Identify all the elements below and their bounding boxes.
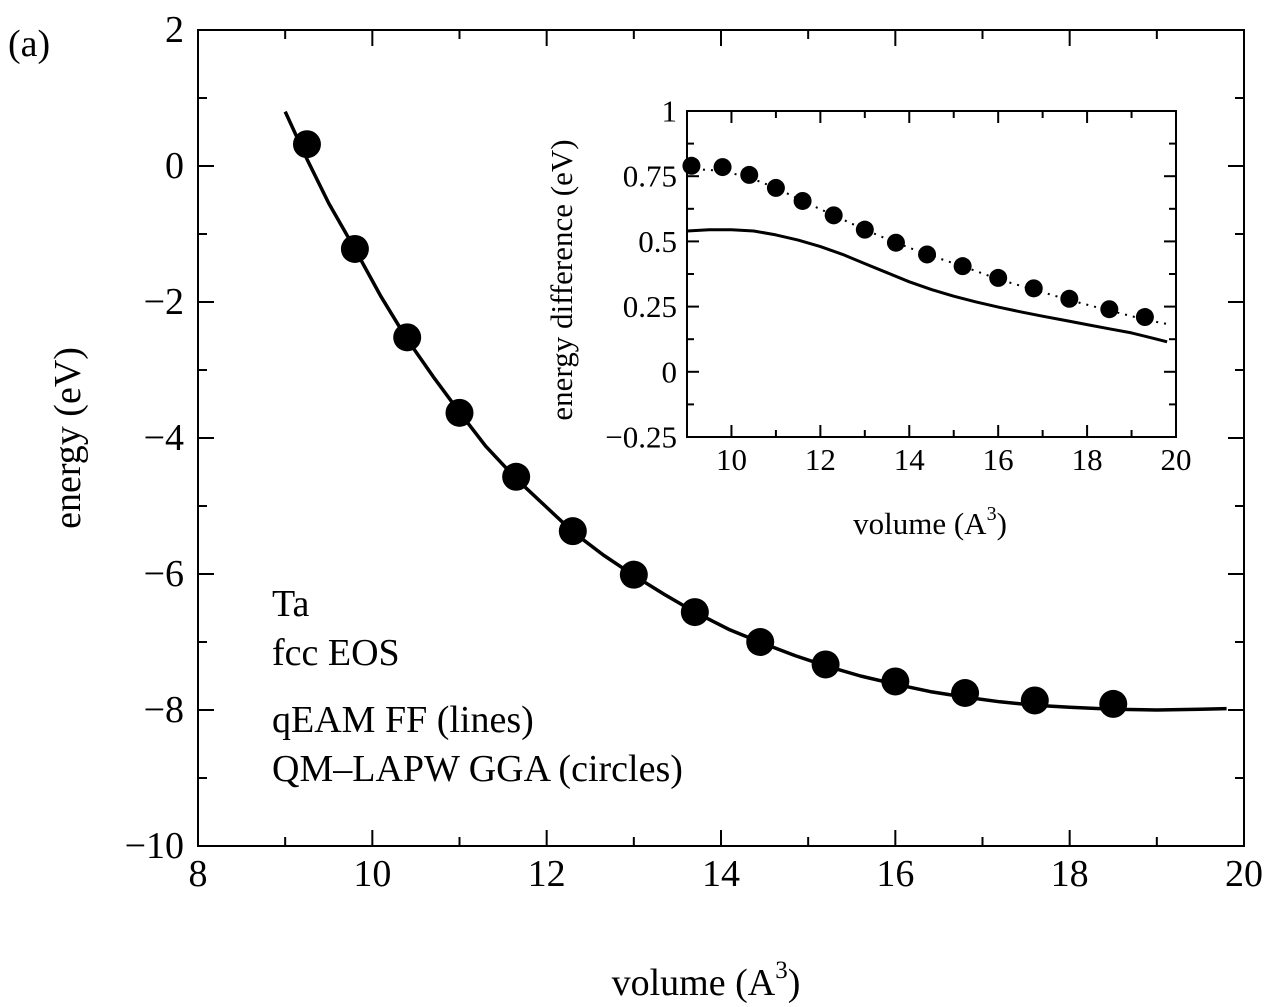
series-line-dotted [687, 167, 1172, 326]
annotation-lines-legend: qEAM FF (lines) [272, 699, 534, 741]
y-axis-label: energy (eV) [47, 347, 89, 529]
data-point-circle [811, 650, 840, 679]
data-point-circle [881, 667, 910, 696]
data-point-circle [292, 130, 321, 159]
annotation-element: Ta [272, 583, 310, 625]
data-point-circle [855, 220, 874, 239]
y-tick-label: 0 [165, 145, 184, 187]
data-point-circle [619, 560, 648, 589]
data-point-circle [713, 158, 732, 177]
x-tick-label: 10 [353, 853, 391, 895]
data-point-circle [1024, 279, 1043, 298]
y-tick-label: 0.5 [638, 224, 677, 259]
data-point-circle [1020, 686, 1049, 715]
data-point-circle [740, 165, 759, 184]
x-axis-label-superscript: 3 [775, 957, 788, 984]
x-tick-label: 10 [716, 442, 747, 477]
data-point-circle [1100, 300, 1119, 319]
y-tick-label: −6 [144, 553, 184, 595]
x-tick-label: 18 [1051, 853, 1089, 895]
series-line-qeam [687, 228, 1168, 344]
y-tick-label: −10 [125, 825, 184, 867]
annotation-block: Ta fcc EOS qEAM FF (lines) QM–LAPW GGA (… [272, 583, 683, 790]
y-tick-label: 0.25 [623, 289, 677, 324]
data-point-circle [989, 268, 1008, 287]
y-tick-label: 1 [662, 94, 678, 129]
x-axis-label: volume (A3) [612, 957, 801, 1004]
x-tick-label: 18 [1072, 442, 1103, 477]
data-point-circle [393, 323, 422, 352]
y-axis-label: energy difference (eV) [544, 139, 579, 420]
y-tick-label: 2 [165, 9, 184, 51]
y-tick-label: 0 [662, 354, 678, 389]
y-tick-label: −4 [144, 417, 184, 459]
data-point-circle [824, 206, 843, 225]
x-tick-label: 14 [894, 442, 926, 477]
y-tick-label: −2 [144, 281, 184, 323]
inset-chart: 10 12 14 16 18 20 −0.25 0 0.25 0.5 0.75 1 volume (A3… [544, 94, 1192, 542]
data-point-circle [951, 679, 980, 707]
x-tick-label: 12 [528, 853, 566, 895]
y-tick-label: −8 [144, 689, 184, 731]
data-point-circle [680, 598, 709, 627]
x-tick-label: 20 [1161, 442, 1192, 477]
x-tick-label: 16 [983, 442, 1014, 477]
data-point-circle [918, 245, 937, 264]
y-tick-label: 0.75 [623, 159, 677, 194]
data-point-circle [793, 191, 812, 210]
data-point-circle [746, 628, 775, 656]
y-tick-label: −0.25 [605, 420, 677, 455]
x-axis-label: volume (A3) [853, 503, 1007, 541]
x-tick-label: 8 [189, 853, 208, 895]
x-axis-label-superscript: 3 [987, 503, 997, 525]
x-tick-label: 16 [876, 853, 914, 895]
x-tick-label: 14 [702, 853, 740, 895]
data-point-circle [502, 462, 531, 491]
data-point-circle [953, 257, 972, 276]
data-point-circle [1060, 289, 1079, 308]
inset-background [687, 111, 1176, 437]
data-point-circle [682, 156, 701, 175]
data-point-circle [445, 398, 474, 427]
data-point-circle [340, 234, 369, 263]
data-point-circle [766, 178, 785, 197]
data-point-circle [886, 233, 905, 252]
panel-label: (a) [8, 23, 50, 65]
data-point-circle [1099, 689, 1128, 718]
annotation-structure: fcc EOS [272, 632, 400, 674]
data-point-circle [558, 517, 587, 546]
annotation-circles-legend: QM–LAPW GGA (circles) [272, 748, 683, 790]
x-axis-label-end: ) [788, 962, 801, 1004]
x-tick-label: 20 [1225, 853, 1263, 895]
x-tick-label: 12 [805, 442, 836, 477]
x-axis-label-end: ) [997, 506, 1007, 541]
data-point-circle [1135, 308, 1154, 327]
